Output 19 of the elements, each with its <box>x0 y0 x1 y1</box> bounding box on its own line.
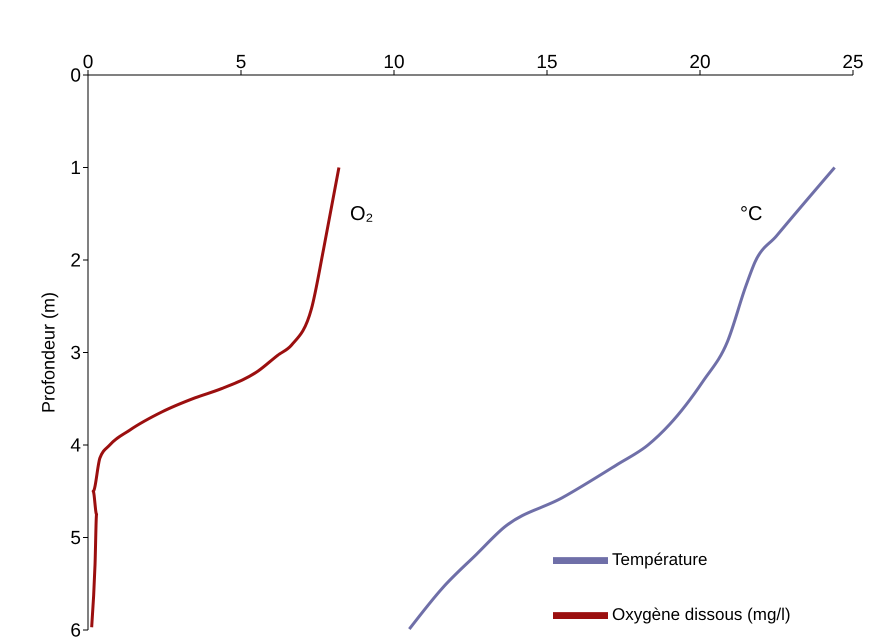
y-tick-label: 0 <box>70 66 81 87</box>
line-series <box>90 166 340 629</box>
y-tick-label: 6 <box>70 620 81 642</box>
y-tick-label: 5 <box>70 528 81 550</box>
line-series <box>408 166 836 630</box>
y-tick-label: 1 <box>70 158 81 180</box>
legend-label: Oxygène dissous (mg/l) <box>612 604 791 624</box>
x-tick-label: 10 <box>383 52 405 73</box>
x-tick-label: 5 <box>236 52 246 73</box>
x-tick-label: 25 <box>842 52 864 73</box>
y-tick-label: 4 <box>70 436 82 457</box>
x-tick-label: 20 <box>689 52 711 73</box>
annotation: °C <box>740 203 762 225</box>
legend-label: Température <box>612 550 708 569</box>
y-axis-title: Profondeur (m) <box>38 292 58 414</box>
y-tick-label: 2 <box>70 250 81 272</box>
x-tick-label: 15 <box>536 52 558 73</box>
y-tick-label: 3 <box>70 343 81 364</box>
annotation: O₂ <box>350 203 374 225</box>
